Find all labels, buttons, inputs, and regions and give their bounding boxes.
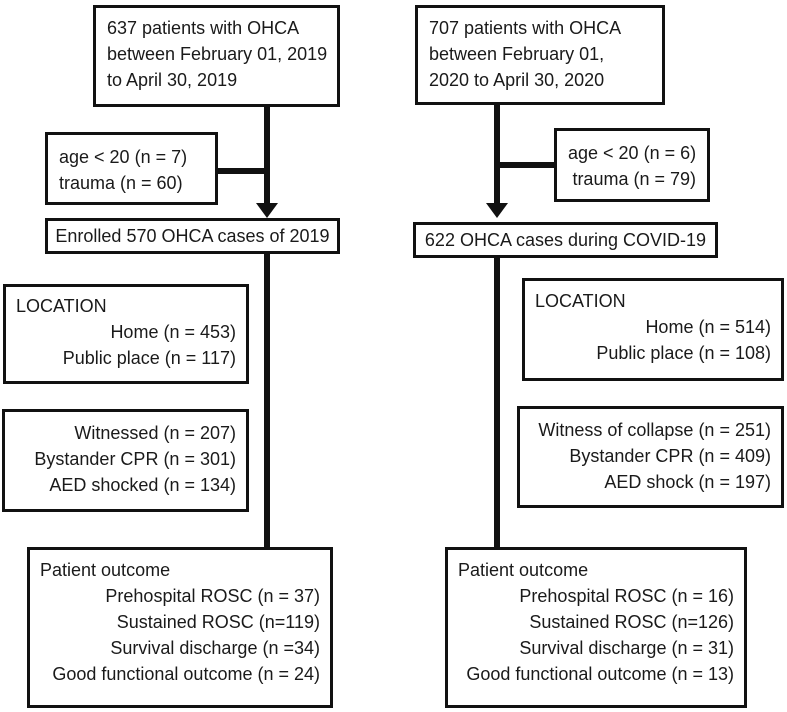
box-line: Good functional outcome (n = 24) bbox=[52, 664, 320, 684]
box-line: Witnessed (n = 207) bbox=[74, 423, 236, 443]
box-2019-patients: 637 patients with OHCA between February … bbox=[93, 5, 340, 107]
box-line: Good functional outcome (n = 13) bbox=[466, 664, 734, 684]
box-2020-enrolled: 622 OHCA cases during COVID-19 bbox=[413, 222, 718, 258]
flow-line-2020-exclusion-horizontal bbox=[497, 162, 557, 168]
box-line: trauma (n = 60) bbox=[59, 173, 183, 193]
box-line: Enrolled 570 OHCA cases of 2019 bbox=[55, 226, 330, 246]
arrow-down-icon bbox=[256, 203, 278, 218]
box-line: 637 patients with OHCA bbox=[107, 18, 300, 38]
box-2020-location: LOCATION Home (n = 514) Public place (n … bbox=[522, 278, 784, 381]
flow-line-2019-bottom-vertical bbox=[264, 252, 270, 548]
box-line: AED shock (n = 197) bbox=[604, 472, 771, 492]
box-line: 707 patients with OHCA bbox=[429, 18, 622, 38]
box-2020-outcome: Patient outcome Prehospital ROSC (n = 16… bbox=[445, 547, 747, 708]
box-line: 2020 to April 30, 2020 bbox=[429, 70, 605, 90]
box-line: to April 30, 2019 bbox=[107, 70, 238, 90]
box-line: Bystander CPR (n = 409) bbox=[569, 446, 771, 466]
box-line: Public place (n = 117) bbox=[62, 348, 236, 368]
box-line: between February 01, 2019 bbox=[107, 44, 328, 64]
flow-line-2019-exclusion-horizontal bbox=[215, 168, 267, 174]
flow-line-2020-bottom-vertical bbox=[494, 256, 500, 548]
box-2019-outcome: Patient outcome Prehospital ROSC (n = 37… bbox=[27, 547, 333, 708]
box-line: between February 01, bbox=[429, 44, 605, 64]
flow-line-2019-top-vertical bbox=[264, 106, 270, 204]
box-line: AED shocked (n = 134) bbox=[49, 475, 236, 495]
box-2019-witness: Witnessed (n = 207) Bystander CPR (n = 3… bbox=[2, 409, 249, 512]
box-header: LOCATION bbox=[16, 296, 107, 316]
box-line: Witness of collapse (n = 251) bbox=[538, 420, 771, 440]
box-2020-patients: 707 patients with OHCA between February … bbox=[415, 5, 665, 105]
box-line: age < 20 (n = 6) bbox=[568, 143, 697, 163]
box-2019-exclusions: age < 20 (n = 7) trauma (n = 60) bbox=[45, 132, 218, 205]
box-line: Survival discharge (n = 31) bbox=[519, 638, 734, 658]
box-header: Patient outcome bbox=[40, 560, 171, 580]
box-line: Home (n = 514) bbox=[645, 317, 771, 337]
box-line: Survival discharge (n =34) bbox=[110, 638, 320, 658]
box-header: Patient outcome bbox=[458, 560, 589, 580]
box-2019-enrolled: Enrolled 570 OHCA cases of 2019 bbox=[45, 218, 340, 254]
box-line: age < 20 (n = 7) bbox=[59, 147, 188, 167]
box-line: trauma (n = 79) bbox=[572, 169, 696, 189]
box-line: Home (n = 453) bbox=[110, 322, 236, 342]
box-line: Bystander CPR (n = 301) bbox=[34, 449, 236, 469]
box-line: Prehospital ROSC (n = 16) bbox=[519, 586, 734, 606]
box-line: Sustained ROSC (n=126) bbox=[529, 612, 734, 632]
box-2020-witness: Witness of collapse (n = 251) Bystander … bbox=[517, 406, 784, 508]
box-2020-exclusions: age < 20 (n = 6) trauma (n = 79) bbox=[554, 128, 710, 202]
arrow-down-icon bbox=[486, 203, 508, 218]
box-line: Sustained ROSC (n=119) bbox=[116, 612, 320, 632]
box-line: 622 OHCA cases during COVID-19 bbox=[424, 230, 707, 250]
box-line: Public place (n = 108) bbox=[596, 343, 771, 363]
box-2019-location: LOCATION Home (n = 453) Public place (n … bbox=[3, 284, 249, 384]
flow-line-2020-top-vertical bbox=[494, 104, 500, 204]
box-line: Prehospital ROSC (n = 37) bbox=[105, 586, 320, 606]
box-header: LOCATION bbox=[535, 291, 626, 311]
